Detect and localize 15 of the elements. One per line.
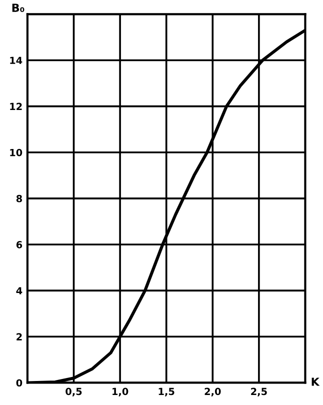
y-axis-title: B₀: [12, 4, 24, 12]
x-tick-label: 2,0: [204, 388, 221, 396]
x-tick-label: 1,0: [112, 388, 128, 396]
y-tick-label: 0: [16, 379, 22, 387]
x-tick-label: 0,5: [66, 388, 82, 396]
x-axis-title: K: [312, 378, 320, 386]
y-tick-label: 10: [10, 148, 22, 156]
y-tick-label: 8: [16, 194, 22, 202]
y-tick-label: 12: [10, 102, 22, 110]
y-tick-label: 2: [16, 333, 22, 340]
y-tick-label: 14: [10, 56, 22, 64]
y-tick-label: 4: [16, 287, 22, 294]
x-tick-label: 1,5: [158, 388, 174, 396]
y-tick-label: 6: [16, 241, 22, 248]
x-tick-label: 2,5: [251, 388, 267, 396]
